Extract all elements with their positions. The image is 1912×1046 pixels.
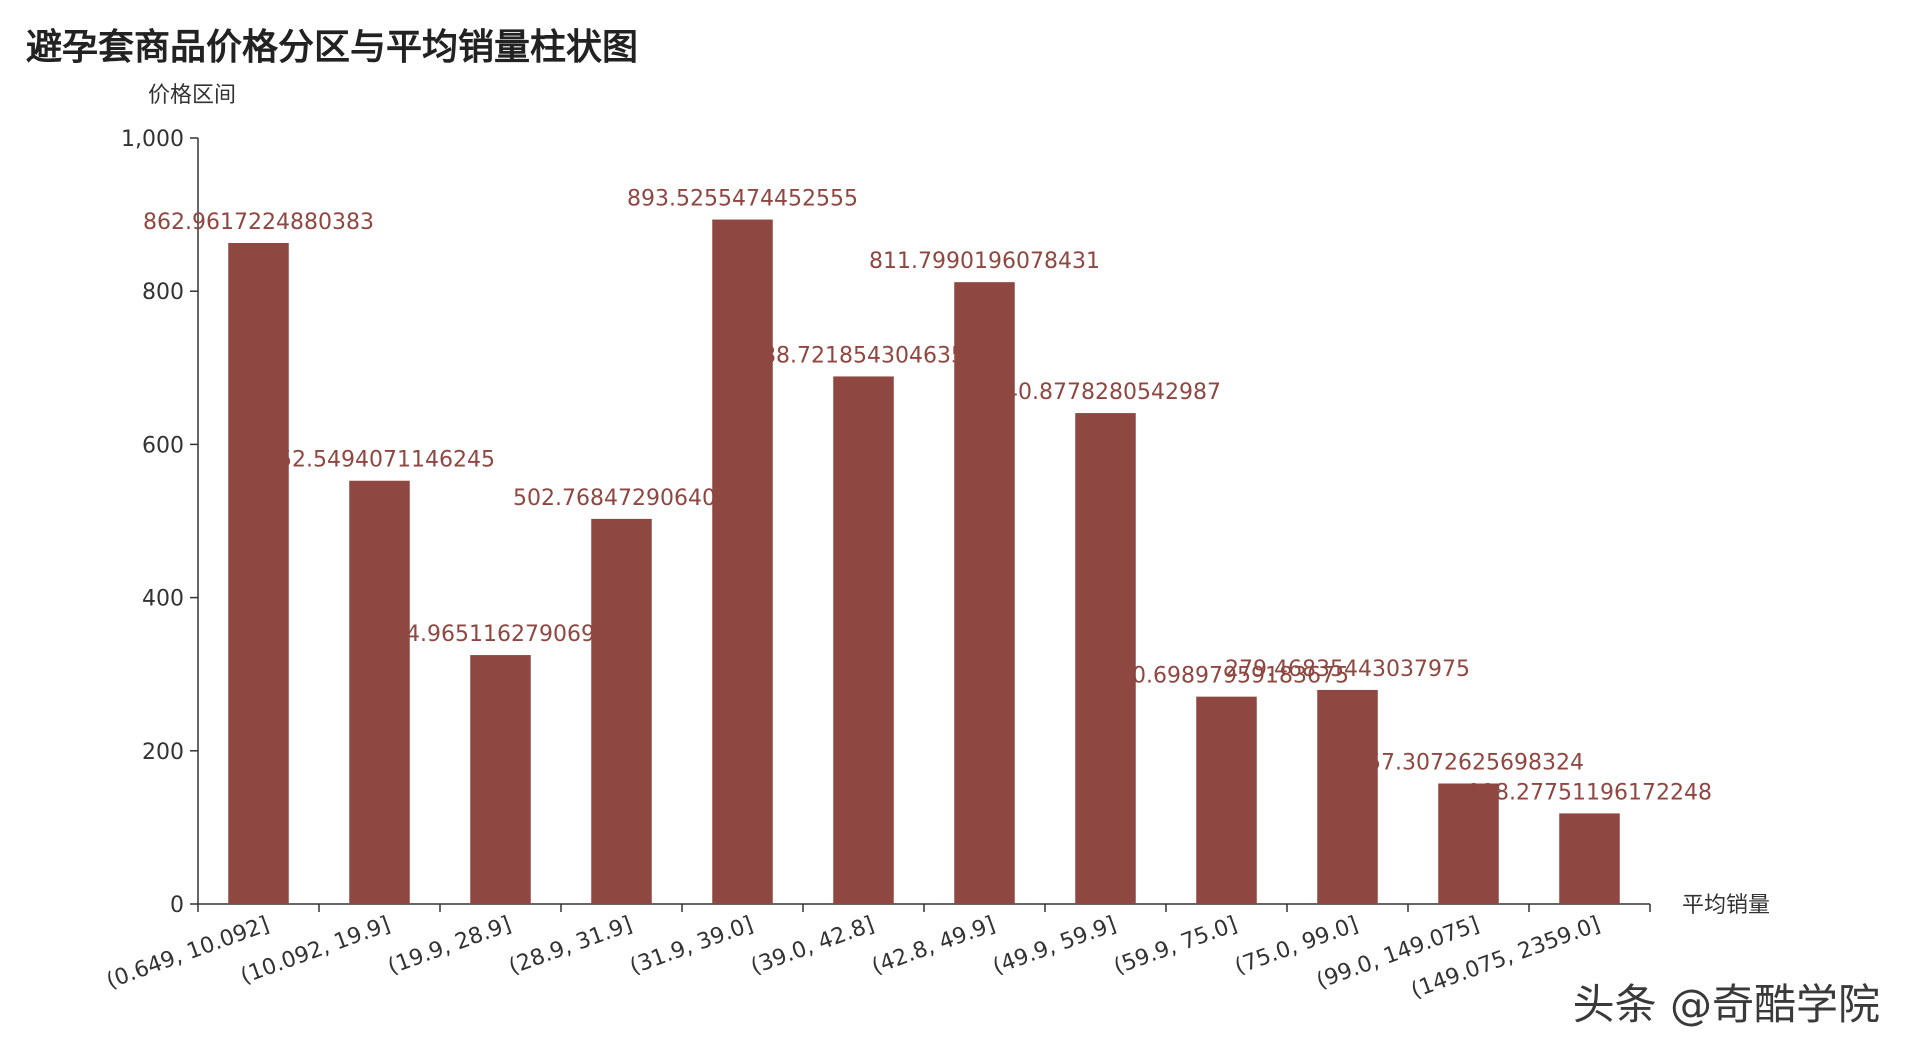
x-tick-label: (49.9, 59.9] xyxy=(990,912,1120,980)
chart-title: 避孕套商品价格分区与平均销量柱状图 xyxy=(26,27,639,68)
data-label: 893.5255474452555 xyxy=(627,187,858,212)
data-label: 688.7218543046358 xyxy=(748,343,979,368)
bar[interactable] xyxy=(228,242,289,904)
bar[interactable] xyxy=(1196,696,1257,904)
y-tick-label: 800 xyxy=(142,280,184,305)
bar[interactable] xyxy=(954,282,1015,904)
watermark: 头条 @奇酷学院 xyxy=(1572,980,1880,1029)
y-axis-title: 价格区间 xyxy=(148,83,236,108)
data-label: 640.8778280542987 xyxy=(990,380,1221,405)
data-label: 862.9617224880383 xyxy=(143,210,374,235)
bar[interactable] xyxy=(1559,813,1620,904)
bar[interactable] xyxy=(1438,783,1499,904)
data-label: 157.3072625698324 xyxy=(1353,751,1584,776)
data-label: 552.5494071146245 xyxy=(264,448,495,473)
x-tick-label: (59.9, 75.0] xyxy=(1111,912,1241,980)
data-label: 270.69897959183675 xyxy=(1104,664,1349,689)
bar[interactable] xyxy=(712,219,773,904)
data-label: 324.96511627906977 xyxy=(378,622,623,647)
data-label: 502.768472906403 xyxy=(513,486,730,511)
bar[interactable] xyxy=(1317,689,1378,904)
x-tick-label: (19.9, 28.9] xyxy=(385,912,515,980)
data-label: 279.46835443037975 xyxy=(1225,657,1470,682)
x-axis-title: 平均销量 xyxy=(1682,893,1770,918)
bar[interactable] xyxy=(833,376,894,904)
data-label: 811.7990196078431 xyxy=(869,249,1100,274)
y-tick-label: 600 xyxy=(142,433,184,458)
y-tick-label: 1,000 xyxy=(121,127,184,152)
y-tick-label: 0 xyxy=(170,893,184,918)
bars xyxy=(228,219,1620,904)
bar[interactable] xyxy=(591,518,652,904)
y-tick-label: 400 xyxy=(142,587,184,612)
data-labels: 862.9617224880383 552.5494071146245 324.96… xyxy=(143,187,1712,806)
x-tick-label: (31.9, 39.0] xyxy=(627,912,757,980)
bar[interactable] xyxy=(470,655,531,904)
bar[interactable] xyxy=(1075,413,1136,904)
x-tick-label: (42.8, 49.9] xyxy=(869,912,999,980)
bar[interactable] xyxy=(349,480,410,904)
data-label: 118.27751196172248 xyxy=(1467,780,1712,805)
y-tick-label: 200 xyxy=(142,740,184,765)
x-tick-label: (28.9, 31.9] xyxy=(506,912,636,980)
x-tick-label: (39.0, 42.8] xyxy=(748,912,878,980)
